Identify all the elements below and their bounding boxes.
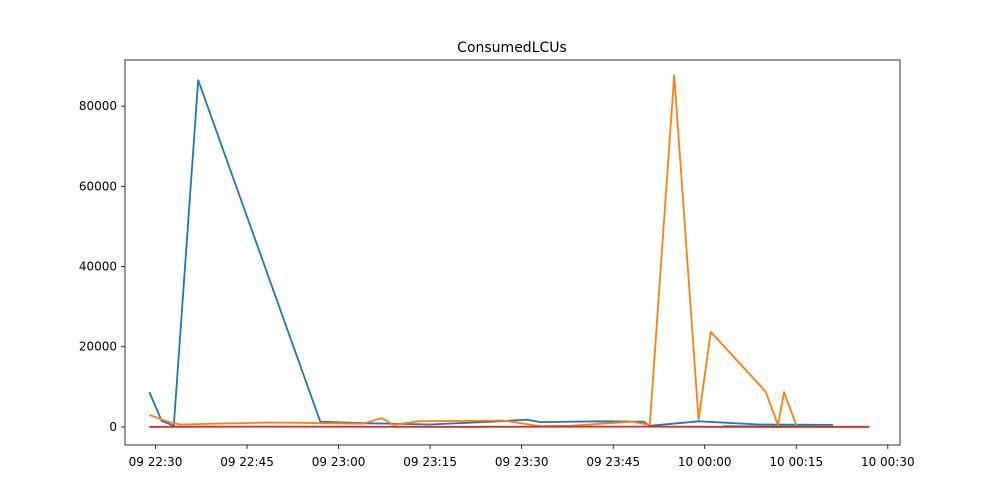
x-axis: 09 22:30 09 22:45 09 23:00 09 23:15 09 23:30… [129, 445, 915, 469]
y-tick-label-5: 80000 [79, 99, 117, 113]
y-axis: 0 20000 40000 60000 80000 [79, 99, 125, 434]
y-tick-label-2: 20000 [79, 340, 117, 354]
x-tick-label-1: 09 22:30 [129, 455, 183, 469]
x-tick-label-8: 10 00:15 [769, 455, 823, 469]
x-tick-label-6: 09 23:45 [586, 455, 640, 469]
chart-title: ConsumedLCUs [457, 40, 567, 56]
x-tick-label-3: 09 23:00 [312, 455, 366, 469]
x-tick-label-4: 09 23:15 [403, 455, 457, 469]
y-tick-label-4: 60000 [79, 179, 117, 193]
series-layer [148, 74, 870, 428]
series-line-1 [148, 79, 833, 427]
plot-frame [124, 59, 901, 446]
x-tick-label-2: 09 22:45 [220, 455, 274, 469]
series-line-2 [149, 74, 798, 428]
y-tick-label-3: 40000 [79, 260, 117, 274]
y-tick-label-1: 0 [109, 420, 117, 434]
x-tick-label-5: 09 23:30 [495, 455, 549, 469]
x-tick-label-9: 10 00:30 [861, 455, 915, 469]
x-tick-label-7: 10 00:00 [678, 455, 732, 469]
